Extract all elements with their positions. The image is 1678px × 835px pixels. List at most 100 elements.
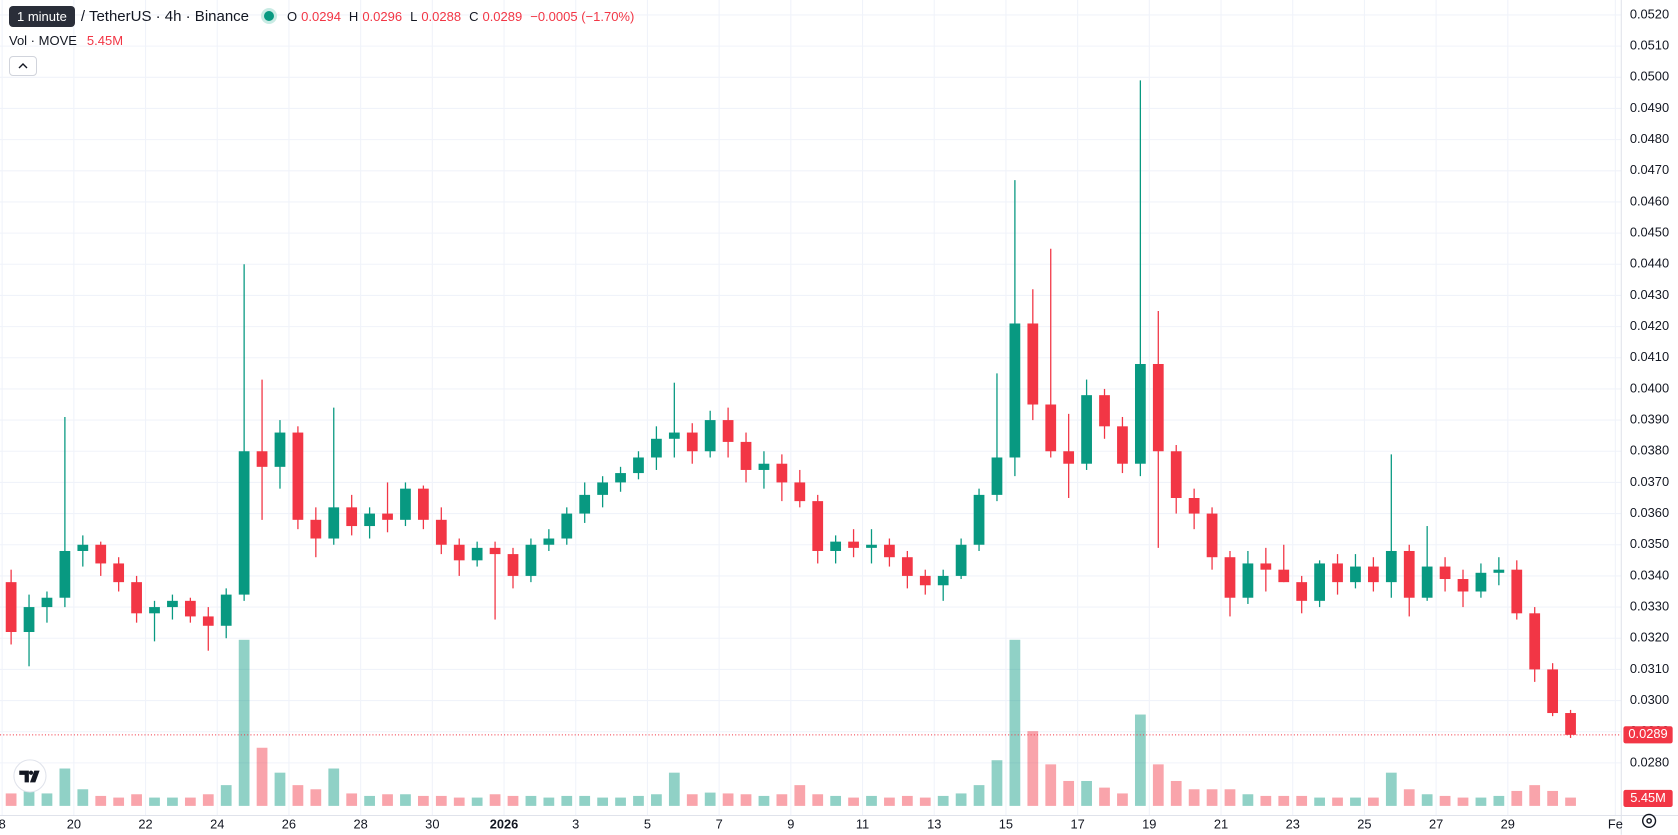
candle-body: [812, 501, 824, 551]
candle-body: [382, 513, 393, 520]
x-tick-label: 2026: [490, 817, 519, 832]
candle-body: [310, 519, 322, 539]
candle-body: [794, 482, 806, 502]
volume-bar: [955, 793, 967, 806]
volume-bar: [1439, 795, 1451, 806]
candle-body: [633, 457, 644, 474]
volume-bar: [184, 797, 196, 806]
candle-body: [1260, 563, 1272, 570]
candle-body: [991, 457, 1003, 495]
candle-body: [1493, 569, 1505, 573]
candle-body: [561, 513, 573, 539]
volume-bar: [1170, 780, 1182, 806]
candle-body: [830, 541, 842, 551]
volume-bar: [1260, 795, 1272, 806]
candle-body: [202, 616, 214, 626]
volume-bar: [1099, 787, 1110, 806]
candle-body: [1421, 566, 1433, 598]
x-tick-label: 28: [354, 817, 368, 832]
volume-bar: [23, 789, 35, 806]
candle-body: [1385, 550, 1397, 583]
legend-volume: Vol · MOVE 5.45M: [9, 28, 638, 52]
volume-bar: [453, 797, 465, 806]
volume-bar: [812, 794, 824, 806]
candle-body: [1529, 613, 1541, 670]
x-tick-label: 22: [138, 817, 152, 832]
volume-bar: [561, 795, 573, 806]
low-value: 0.0288: [421, 8, 462, 24]
low-label: L: [410, 8, 418, 24]
volume-bar: [346, 793, 358, 806]
y-tick-label: 0.0300: [1630, 692, 1669, 707]
candle-body: [1547, 669, 1559, 714]
candle-body: [95, 544, 107, 564]
close-label: C: [469, 8, 479, 24]
volume-bar: [579, 795, 591, 806]
candle-body: [1152, 363, 1164, 452]
y-tick-label: 0.0280: [1630, 754, 1669, 769]
y-tick-label: 0.0460: [1630, 193, 1669, 208]
volume-label: 5.45M: [1630, 790, 1666, 805]
tooltip: 1 minute: [9, 5, 75, 27]
x-tick-label: 13: [927, 817, 941, 832]
volume-bar: [758, 795, 770, 806]
status-dot: [261, 8, 278, 24]
volume-bar: [866, 795, 877, 806]
x-tick-label: 26: [282, 817, 296, 832]
candle-body: [346, 507, 358, 527]
x-tick-label: 23: [1286, 817, 1300, 832]
volume-bar: [167, 797, 178, 806]
x-tick-label: 7: [716, 817, 723, 832]
settings-icon[interactable]: [1641, 813, 1657, 828]
volume-bar: [633, 795, 644, 806]
volume-bar: [149, 797, 160, 806]
x-tick-label: 9: [787, 817, 794, 832]
tv-logo: [13, 759, 47, 793]
volume-bar: [400, 794, 411, 806]
volume-bar: [1314, 797, 1325, 806]
candle-body: [489, 547, 501, 555]
y-tick-label: 0.0510: [1630, 38, 1669, 53]
volume-bar: [1457, 797, 1469, 806]
x-tick-label: 27: [1429, 817, 1443, 832]
volume-bar: [471, 797, 483, 806]
volume-bar: [830, 795, 842, 806]
volume-bar: [507, 795, 519, 806]
candle-body: [758, 463, 770, 470]
volume-bar: [292, 785, 304, 806]
change-value: −0.0005 (−1.70%): [530, 8, 635, 24]
volume-bar: [740, 794, 752, 806]
volume-bar: [1081, 780, 1092, 806]
collapse-button[interactable]: [9, 56, 37, 76]
x-tick-label: 30: [425, 817, 439, 832]
volume-bar: [382, 794, 393, 806]
volume-bar: [776, 794, 788, 806]
candle-body: [1009, 323, 1021, 458]
y-tick-label: 0.0420: [1630, 318, 1669, 333]
y-tick-label: 0.0490: [1630, 100, 1669, 115]
x-tick-label: 19: [1142, 817, 1156, 832]
y-tick-label: 0.0520: [1630, 6, 1669, 21]
volume-bar: [1368, 797, 1379, 806]
volume-bar: [1547, 790, 1559, 806]
volume-bar: [991, 760, 1003, 806]
volume-bar: [364, 795, 375, 806]
candle-body: [77, 544, 89, 551]
volume-bar: [848, 797, 859, 806]
candle-body: [937, 575, 949, 586]
volume-pane: [5, 639, 1576, 806]
last-price-label: 0.0289: [1628, 726, 1667, 741]
volume-bar: [328, 768, 340, 806]
volume-bar: [113, 797, 125, 806]
x-tick-label: 8: [0, 817, 6, 832]
volume-bar: [1421, 794, 1433, 806]
volume-bar: [59, 768, 71, 806]
candle-body: [256, 451, 268, 467]
volume-bar: [310, 789, 322, 806]
y-tick-label: 0.0450: [1630, 224, 1669, 239]
volume-bar: [256, 747, 268, 806]
volume-bar: [418, 795, 429, 806]
volume-bar: [1475, 797, 1487, 806]
volume-bar: [525, 795, 537, 806]
volume-bar: [1296, 795, 1308, 806]
